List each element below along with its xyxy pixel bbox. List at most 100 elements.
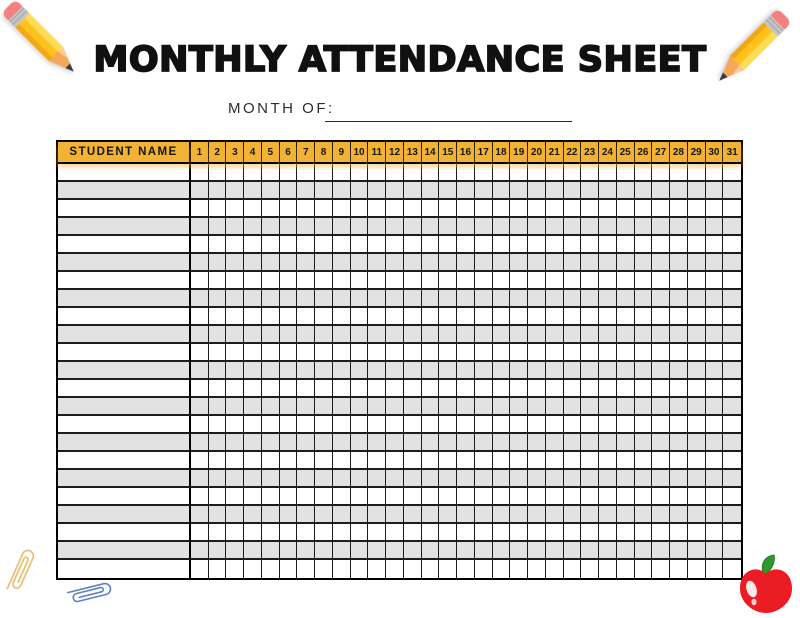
attendance-cell[interactable] xyxy=(510,452,529,470)
attendance-cell[interactable] xyxy=(368,362,387,380)
attendance-cell[interactable] xyxy=(687,398,706,416)
attendance-cell[interactable] xyxy=(386,560,404,578)
attendance-cell[interactable] xyxy=(368,272,387,290)
attendance-cell[interactable] xyxy=(191,272,209,290)
attendance-cell[interactable] xyxy=(244,416,262,434)
attendance-cell[interactable] xyxy=(421,164,440,182)
attendance-cell[interactable] xyxy=(226,182,245,200)
attendance-cell[interactable] xyxy=(421,344,440,362)
attendance-cell[interactable] xyxy=(474,380,493,398)
attendance-cell[interactable] xyxy=(368,218,387,236)
attendance-cell[interactable] xyxy=(279,308,298,326)
attendance-cell[interactable] xyxy=(332,200,351,218)
student-name-cell[interactable] xyxy=(58,326,191,344)
attendance-cell[interactable] xyxy=(332,326,351,344)
attendance-cell[interactable] xyxy=(599,164,617,182)
attendance-cell[interactable] xyxy=(315,272,333,290)
attendance-cell[interactable] xyxy=(332,272,351,290)
attendance-cell[interactable] xyxy=(545,506,564,524)
attendance-cell[interactable] xyxy=(191,398,209,416)
attendance-cell[interactable] xyxy=(705,362,724,380)
attendance-cell[interactable] xyxy=(705,200,724,218)
attendance-cell[interactable] xyxy=(563,560,582,578)
attendance-cell[interactable] xyxy=(599,380,617,398)
attendance-cell[interactable] xyxy=(403,560,422,578)
attendance-cell[interactable] xyxy=(510,434,529,452)
attendance-cell[interactable] xyxy=(723,560,741,578)
attendance-cell[interactable] xyxy=(279,398,298,416)
attendance-cell[interactable] xyxy=(545,182,564,200)
attendance-cell[interactable] xyxy=(315,236,333,254)
attendance-cell[interactable] xyxy=(545,290,564,308)
attendance-cell[interactable] xyxy=(616,272,635,290)
attendance-cell[interactable] xyxy=(510,470,529,488)
student-name-cell[interactable] xyxy=(58,542,191,560)
attendance-cell[interactable] xyxy=(474,308,493,326)
attendance-cell[interactable] xyxy=(315,542,333,560)
attendance-cell[interactable] xyxy=(350,218,369,236)
attendance-cell[interactable] xyxy=(191,380,209,398)
attendance-cell[interactable] xyxy=(315,434,333,452)
attendance-cell[interactable] xyxy=(244,200,262,218)
attendance-cell[interactable] xyxy=(545,398,564,416)
attendance-cell[interactable] xyxy=(545,416,564,434)
attendance-cell[interactable] xyxy=(439,488,458,506)
attendance-cell[interactable] xyxy=(528,398,546,416)
attendance-cell[interactable] xyxy=(421,542,440,560)
attendance-cell[interactable] xyxy=(226,434,245,452)
attendance-cell[interactable] xyxy=(670,380,688,398)
attendance-cell[interactable] xyxy=(563,182,582,200)
attendance-cell[interactable] xyxy=(528,470,546,488)
attendance-cell[interactable] xyxy=(599,272,617,290)
attendance-cell[interactable] xyxy=(226,272,245,290)
attendance-cell[interactable] xyxy=(599,236,617,254)
attendance-cell[interactable] xyxy=(386,344,404,362)
attendance-cell[interactable] xyxy=(652,182,671,200)
attendance-cell[interactable] xyxy=(279,506,298,524)
attendance-cell[interactable] xyxy=(510,200,529,218)
attendance-cell[interactable] xyxy=(687,200,706,218)
attendance-cell[interactable] xyxy=(226,416,245,434)
attendance-cell[interactable] xyxy=(723,326,741,344)
attendance-cell[interactable] xyxy=(545,470,564,488)
attendance-cell[interactable] xyxy=(244,506,262,524)
attendance-cell[interactable] xyxy=(350,236,369,254)
attendance-cell[interactable] xyxy=(208,452,227,470)
attendance-cell[interactable] xyxy=(563,164,582,182)
attendance-cell[interactable] xyxy=(208,182,227,200)
attendance-cell[interactable] xyxy=(510,506,529,524)
attendance-cell[interactable] xyxy=(439,164,458,182)
attendance-cell[interactable] xyxy=(563,236,582,254)
attendance-cell[interactable] xyxy=(723,344,741,362)
student-name-cell[interactable] xyxy=(58,290,191,308)
attendance-cell[interactable] xyxy=(403,326,422,344)
attendance-cell[interactable] xyxy=(457,542,475,560)
attendance-cell[interactable] xyxy=(510,326,529,344)
attendance-cell[interactable] xyxy=(350,362,369,380)
attendance-cell[interactable] xyxy=(261,200,280,218)
attendance-cell[interactable] xyxy=(652,272,671,290)
attendance-cell[interactable] xyxy=(315,506,333,524)
attendance-cell[interactable] xyxy=(421,326,440,344)
attendance-cell[interactable] xyxy=(687,434,706,452)
attendance-cell[interactable] xyxy=(634,272,653,290)
attendance-cell[interactable] xyxy=(492,416,511,434)
attendance-cell[interactable] xyxy=(670,524,688,542)
attendance-cell[interactable] xyxy=(457,200,475,218)
attendance-cell[interactable] xyxy=(563,506,582,524)
attendance-cell[interactable] xyxy=(528,488,546,506)
attendance-cell[interactable] xyxy=(261,416,280,434)
attendance-cell[interactable] xyxy=(244,398,262,416)
attendance-cell[interactable] xyxy=(261,398,280,416)
attendance-cell[interactable] xyxy=(652,560,671,578)
attendance-cell[interactable] xyxy=(581,290,600,308)
attendance-cell[interactable] xyxy=(208,488,227,506)
attendance-cell[interactable] xyxy=(563,290,582,308)
attendance-cell[interactable] xyxy=(581,398,600,416)
attendance-cell[interactable] xyxy=(545,326,564,344)
attendance-cell[interactable] xyxy=(670,470,688,488)
attendance-cell[interactable] xyxy=(545,524,564,542)
attendance-cell[interactable] xyxy=(474,506,493,524)
attendance-cell[interactable] xyxy=(386,488,404,506)
attendance-cell[interactable] xyxy=(563,524,582,542)
